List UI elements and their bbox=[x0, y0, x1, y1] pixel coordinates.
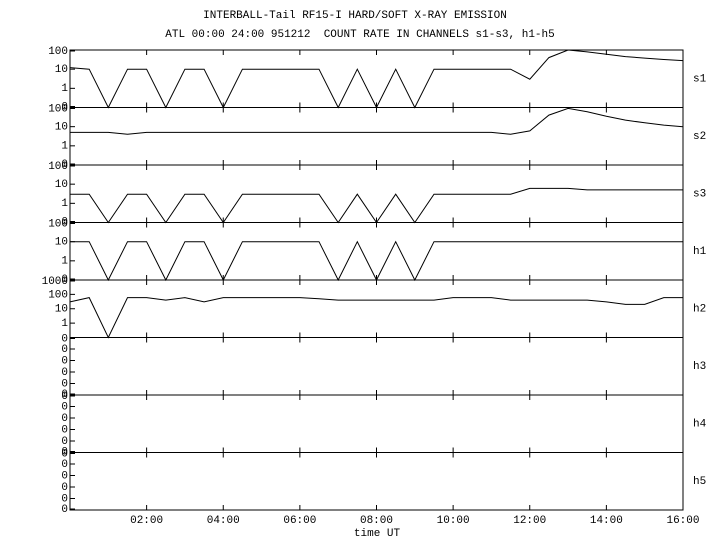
y-tick-label: 0 bbox=[61, 391, 68, 403]
y-tick-label: 1000 bbox=[42, 276, 68, 288]
y-tick-label: 100 bbox=[48, 46, 68, 58]
y-tick-label: 0 bbox=[61, 355, 68, 367]
y-tick-label: 1 bbox=[61, 198, 68, 210]
x-tick-label: 14:00 bbox=[590, 515, 623, 527]
y-tick-label: 0 bbox=[61, 401, 68, 413]
panel-label: h1 bbox=[693, 246, 707, 258]
panel-frame bbox=[69, 107, 684, 166]
y-tick-label: 1 bbox=[61, 141, 68, 153]
y-tick-label: 0 bbox=[61, 333, 68, 345]
chart-title: INTERBALL-Tail RF15-I HARD/SOFT X-RAY EM… bbox=[203, 10, 507, 22]
data-line bbox=[69, 297, 683, 339]
panel-frame bbox=[69, 164, 684, 223]
y-tick-label: 0 bbox=[61, 101, 68, 113]
y-tick-label: 0 bbox=[61, 216, 68, 228]
panel-frame bbox=[69, 279, 684, 338]
y-tick-label: 100 bbox=[48, 103, 68, 115]
y-tick-label: 100 bbox=[48, 218, 68, 230]
y-tick-label: 0 bbox=[61, 504, 68, 516]
y-tick-label: 10 bbox=[55, 179, 68, 191]
data-line bbox=[70, 187, 683, 224]
y-tick-label: 0 bbox=[61, 459, 68, 471]
x-tick-label: 04:00 bbox=[207, 515, 240, 527]
y-tick-label: 1 bbox=[61, 318, 68, 330]
panel-frame bbox=[69, 337, 684, 396]
y-tick-label: 10 bbox=[55, 122, 68, 134]
y-tick-label: 0 bbox=[61, 159, 68, 171]
y-tick-label: 0 bbox=[61, 436, 68, 448]
y-tick-label: 10 bbox=[55, 64, 68, 76]
panel-label: h4 bbox=[693, 419, 707, 431]
y-tick-label: 0 bbox=[61, 470, 68, 482]
x-tick-label: 02:00 bbox=[130, 515, 163, 527]
panel-label: s1 bbox=[693, 74, 707, 86]
y-tick-label: 0 bbox=[61, 482, 68, 494]
y-tick-label: 100 bbox=[48, 161, 68, 173]
y-tick-label: 0 bbox=[61, 424, 68, 436]
y-tick-label: 10 bbox=[55, 304, 68, 316]
data-line bbox=[69, 49, 684, 109]
data-line bbox=[70, 107, 684, 135]
panel-label: h3 bbox=[693, 361, 706, 373]
y-tick-label: 0 bbox=[61, 367, 68, 379]
y-tick-label: 1 bbox=[61, 256, 68, 268]
y-tick-label: 0 bbox=[61, 389, 68, 401]
panel-label: s2 bbox=[693, 131, 706, 143]
panel-label: h5 bbox=[693, 476, 706, 488]
y-tick-label: 0 bbox=[61, 448, 68, 460]
y-tick-label: 0 bbox=[61, 413, 68, 425]
y-tick-label: 0 bbox=[61, 274, 68, 286]
x-tick-label: 16:00 bbox=[666, 515, 699, 527]
x-tick-label: 12:00 bbox=[513, 515, 546, 527]
panel-label: s3 bbox=[693, 189, 706, 201]
panel-label: h2 bbox=[693, 304, 706, 316]
x-axis-label: time UT bbox=[354, 528, 401, 540]
x-tick-label: 08:00 bbox=[360, 515, 393, 527]
x-tick-label: 10:00 bbox=[437, 515, 470, 527]
y-tick-label: 10 bbox=[55, 237, 68, 249]
data-line bbox=[70, 240, 683, 282]
panel-frame bbox=[69, 452, 684, 511]
y-tick-label: 100 bbox=[48, 289, 68, 301]
y-tick-label: 0 bbox=[61, 378, 68, 390]
x-tick-label: 06:00 bbox=[283, 515, 316, 527]
panel-frame bbox=[69, 394, 684, 453]
y-tick-label: 1 bbox=[61, 83, 68, 95]
y-tick-label: 0 bbox=[61, 493, 68, 505]
chart-subtitle: ATL 00:00 24:00 951212 COUNT RATE IN CHA… bbox=[165, 29, 554, 41]
y-tick-label: 0 bbox=[61, 344, 68, 356]
y-tick-label: 0 bbox=[61, 446, 68, 458]
